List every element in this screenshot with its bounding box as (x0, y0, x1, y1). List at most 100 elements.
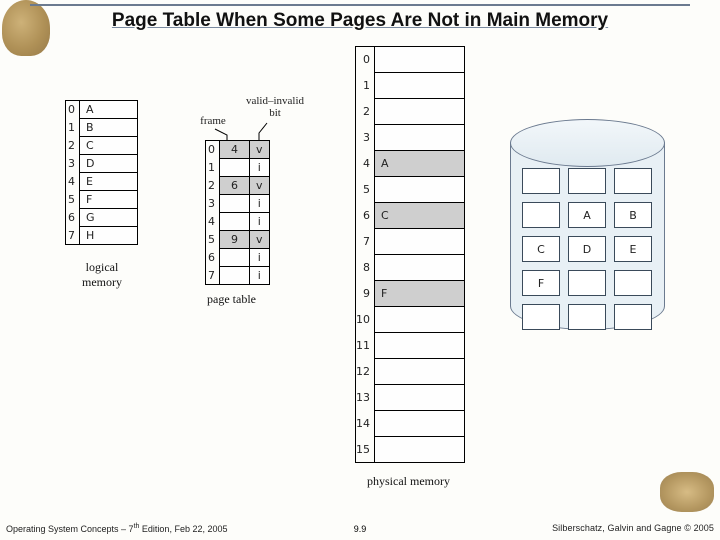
frame-content (375, 229, 465, 255)
table-row: 04v (206, 141, 270, 159)
table-row: 7i (206, 267, 270, 285)
row-index: 13 (356, 385, 375, 411)
row-index: 1 (206, 159, 220, 177)
disk-page-grid: ABCDEF (522, 168, 652, 330)
row-index: 11 (356, 333, 375, 359)
valid-bit-cell: i (250, 267, 270, 285)
row-index: 7 (356, 229, 375, 255)
row-index: 1 (66, 119, 80, 137)
row-index: 6 (356, 203, 375, 229)
row-index: 2 (206, 177, 220, 195)
frame-content (375, 47, 465, 73)
table-row: 5 (356, 177, 465, 203)
frame-content: F (375, 281, 465, 307)
table-row: 11 (356, 333, 465, 359)
row-label: H (80, 227, 138, 245)
frame-content: C (375, 203, 465, 229)
row-index: 3 (206, 195, 220, 213)
table-row: 7H (66, 227, 138, 245)
table-row: 14 (356, 411, 465, 437)
footer-right: Silberschatz, Galvin and Gagne © 2005 (552, 523, 714, 534)
table-row: 10 (356, 307, 465, 333)
frame-cell (220, 213, 250, 231)
table-row: 15 (356, 437, 465, 463)
valid-bit-cell: i (250, 213, 270, 231)
disk-page-cell (522, 168, 560, 194)
table-row: 2C (66, 137, 138, 155)
row-index: 14 (356, 411, 375, 437)
table-row: 4A (356, 151, 465, 177)
row-index: 10 (356, 307, 375, 333)
logical-memory-caption: logicalmemory (67, 260, 137, 290)
diagram-area: 0A1B2C3D4E5F6G7H logicalmemory frame val… (75, 52, 675, 492)
row-index: 15 (356, 437, 375, 463)
valid-bit-cell: v (250, 177, 270, 195)
disk-page-cell: C (522, 236, 560, 262)
table-row: 1i (206, 159, 270, 177)
row-index: 1 (356, 73, 375, 99)
table-row: 13 (356, 385, 465, 411)
frame-content (375, 333, 465, 359)
disk-page-cell (614, 304, 652, 330)
table-row: 59v (206, 231, 270, 249)
table-row: 3 (356, 125, 465, 151)
row-index: 7 (206, 267, 220, 285)
disk-page-cell (614, 168, 652, 194)
dinosaur-logo-bottom (660, 472, 714, 512)
table-row: 1B (66, 119, 138, 137)
row-index: 6 (66, 209, 80, 227)
row-index: 7 (66, 227, 80, 245)
table-row: 0 (356, 47, 465, 73)
table-row: 9F (356, 281, 465, 307)
table-row: 2 (356, 99, 465, 125)
table-row: 6G (66, 209, 138, 227)
frame-cell (220, 159, 250, 177)
disk-page-cell: E (614, 236, 652, 262)
disk-page-cell: D (568, 236, 606, 262)
table-row: 12 (356, 359, 465, 385)
disk-page-cell (522, 202, 560, 228)
disk-page-cell: B (614, 202, 652, 228)
table-row: 4i (206, 213, 270, 231)
disk-page-cell (568, 168, 606, 194)
row-label: C (80, 137, 138, 155)
valid-bit-cell: v (250, 141, 270, 159)
row-index: 9 (356, 281, 375, 307)
row-label: F (80, 191, 138, 209)
frame-content (375, 437, 465, 463)
page-table: 04v1i26v3i4i59v6i7i (205, 140, 270, 285)
slide-title: Page Table When Some Pages Are Not in Ma… (0, 10, 720, 32)
row-index: 3 (66, 155, 80, 173)
table-row: 5F (66, 191, 138, 209)
frame-content (375, 307, 465, 333)
table-row: 6i (206, 249, 270, 267)
row-index: 0 (66, 101, 80, 119)
row-label: A (80, 101, 138, 119)
disk-page-cell: A (568, 202, 606, 228)
table-row: 1 (356, 73, 465, 99)
row-index: 2 (66, 137, 80, 155)
frame-cell: 9 (220, 231, 250, 249)
row-label: E (80, 173, 138, 191)
footer-left: Operating System Concepts – 7th Edition,… (6, 523, 227, 534)
row-label: G (80, 209, 138, 227)
logical-memory-table: 0A1B2C3D4E5F6G7H (65, 100, 138, 245)
row-index: 0 (356, 47, 375, 73)
table-row: 3D (66, 155, 138, 173)
row-index: 8 (356, 255, 375, 281)
disk-page-cell (568, 304, 606, 330)
valid-bit-cell: i (250, 249, 270, 267)
frame-content (375, 177, 465, 203)
frame-cell: 6 (220, 177, 250, 195)
footer-page-number: 9.9 (354, 524, 367, 534)
row-index: 4 (206, 213, 220, 231)
disk-cylinder: ABCDEF (510, 120, 665, 330)
frame-content (375, 385, 465, 411)
row-label: B (80, 119, 138, 137)
frame-cell (220, 195, 250, 213)
row-index: 2 (356, 99, 375, 125)
frame-content (375, 359, 465, 385)
table-row: 7 (356, 229, 465, 255)
row-index: 5 (206, 231, 220, 249)
frame-cell: 4 (220, 141, 250, 159)
